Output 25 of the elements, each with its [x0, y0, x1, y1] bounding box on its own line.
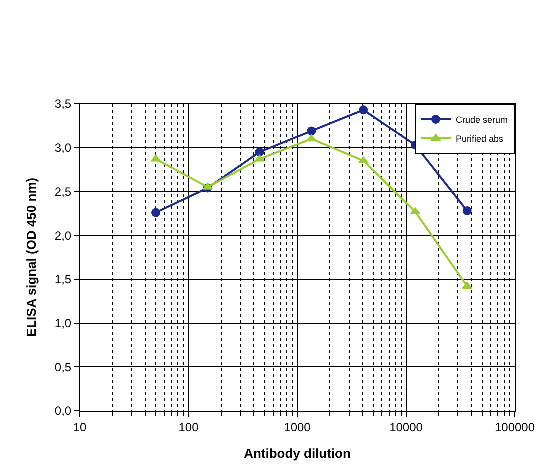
point	[254, 154, 265, 162]
point	[307, 126, 316, 136]
x-axis-title: Antibody dilution	[244, 446, 351, 461]
point	[255, 148, 264, 157]
y-tick-label: 2,5	[54, 184, 72, 199]
y-axis-title: ELISA signal (OD 450 nm)	[24, 178, 39, 338]
x-tick-label: 100	[178, 420, 200, 434]
point	[462, 282, 472, 289]
legend-label: Crude serum	[456, 115, 508, 126]
x-tick-label: 1000	[284, 420, 312, 434]
y-tick-label: 1,5	[54, 272, 72, 287]
y-tick-label: 2,0	[54, 228, 72, 243]
y-tick-label: 0,0	[54, 404, 72, 418]
point	[152, 208, 161, 218]
legend-label: Purified abs	[456, 134, 504, 144]
y-tick-label: 1,0	[54, 316, 72, 330]
point	[462, 206, 472, 216]
x-tick-label: 10	[73, 420, 87, 434]
y-tick-label: 3,0	[54, 141, 72, 156]
point	[359, 106, 368, 115]
y-tick-label: 0,5	[54, 360, 72, 374]
x-tick-label: 100000	[494, 420, 536, 434]
y-tick-label: 3,5	[54, 97, 72, 112]
point	[306, 134, 317, 142]
x-tick-label: 10000	[390, 420, 424, 434]
